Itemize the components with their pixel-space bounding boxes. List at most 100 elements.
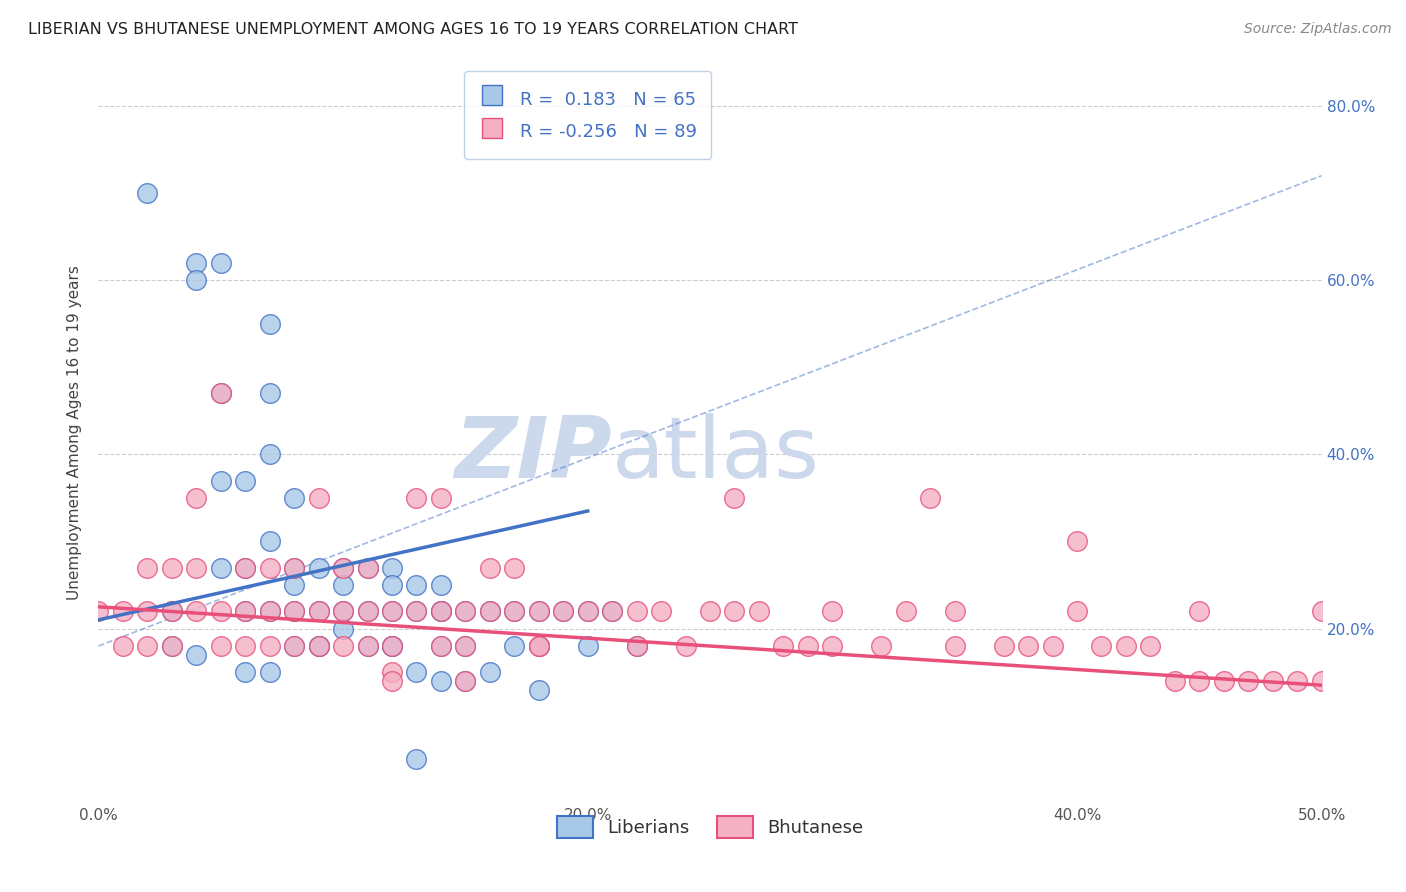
Point	[332, 560, 354, 574]
Point	[332, 604, 354, 618]
Point	[527, 682, 550, 697]
Point	[1017, 639, 1039, 653]
Point	[430, 604, 453, 618]
Point	[503, 560, 526, 574]
Point	[478, 604, 501, 618]
Point	[1237, 673, 1260, 688]
Point	[454, 639, 477, 653]
Point	[233, 560, 256, 574]
Point	[650, 604, 672, 618]
Point	[136, 604, 159, 618]
Point	[356, 639, 378, 653]
Point	[209, 560, 232, 574]
Point	[111, 604, 134, 618]
Point	[259, 604, 281, 618]
Point	[1310, 673, 1333, 688]
Point	[553, 604, 575, 618]
Point	[478, 665, 501, 680]
Point	[283, 560, 305, 574]
Point	[308, 639, 330, 653]
Point	[478, 560, 501, 574]
Point	[283, 639, 305, 653]
Point	[405, 752, 427, 766]
Point	[699, 604, 721, 618]
Point	[283, 491, 305, 505]
Point	[675, 639, 697, 653]
Point	[405, 578, 427, 592]
Point	[576, 639, 599, 653]
Point	[381, 604, 404, 618]
Point	[209, 256, 232, 270]
Point	[233, 604, 256, 618]
Point	[821, 639, 844, 653]
Point	[209, 639, 232, 653]
Point	[430, 604, 453, 618]
Point	[308, 639, 330, 653]
Point	[527, 639, 550, 653]
Point	[454, 673, 477, 688]
Point	[503, 639, 526, 653]
Point	[527, 604, 550, 618]
Point	[259, 447, 281, 461]
Point	[209, 474, 232, 488]
Point	[186, 491, 208, 505]
Point	[430, 639, 453, 653]
Point	[332, 604, 354, 618]
Point	[1188, 604, 1211, 618]
Point	[308, 639, 330, 653]
Point	[405, 604, 427, 618]
Point	[381, 560, 404, 574]
Point	[87, 604, 110, 618]
Point	[1066, 534, 1088, 549]
Point	[772, 639, 794, 653]
Point	[430, 673, 453, 688]
Point	[478, 604, 501, 618]
Point	[503, 604, 526, 618]
Y-axis label: Unemployment Among Ages 16 to 19 years: Unemployment Among Ages 16 to 19 years	[67, 265, 83, 600]
Point	[503, 604, 526, 618]
Point	[356, 560, 378, 574]
Point	[332, 560, 354, 574]
Point	[186, 273, 208, 287]
Point	[283, 639, 305, 653]
Point	[160, 560, 183, 574]
Text: LIBERIAN VS BHUTANESE UNEMPLOYMENT AMONG AGES 16 TO 19 YEARS CORRELATION CHART: LIBERIAN VS BHUTANESE UNEMPLOYMENT AMONG…	[28, 22, 799, 37]
Point	[308, 604, 330, 618]
Point	[993, 639, 1015, 653]
Point	[259, 560, 281, 574]
Text: ZIP: ZIP	[454, 413, 612, 496]
Point	[797, 639, 820, 653]
Point	[748, 604, 770, 618]
Point	[723, 491, 745, 505]
Point	[381, 639, 404, 653]
Point	[209, 604, 232, 618]
Point	[356, 604, 378, 618]
Point	[454, 604, 477, 618]
Point	[1139, 639, 1161, 653]
Point	[186, 256, 208, 270]
Point	[136, 560, 159, 574]
Point	[920, 491, 942, 505]
Point	[308, 604, 330, 618]
Point	[430, 491, 453, 505]
Point	[430, 578, 453, 592]
Point	[821, 604, 844, 618]
Point	[381, 604, 404, 618]
Point	[259, 386, 281, 401]
Text: Source: ZipAtlas.com: Source: ZipAtlas.com	[1244, 22, 1392, 37]
Point	[259, 604, 281, 618]
Point	[259, 534, 281, 549]
Point	[1066, 604, 1088, 618]
Point	[626, 604, 648, 618]
Point	[233, 604, 256, 618]
Point	[136, 186, 159, 200]
Point	[160, 639, 183, 653]
Point	[308, 560, 330, 574]
Point	[553, 604, 575, 618]
Point	[381, 639, 404, 653]
Point	[894, 604, 917, 618]
Point	[283, 604, 305, 618]
Point	[332, 578, 354, 592]
Point	[454, 639, 477, 653]
Point	[1286, 673, 1309, 688]
